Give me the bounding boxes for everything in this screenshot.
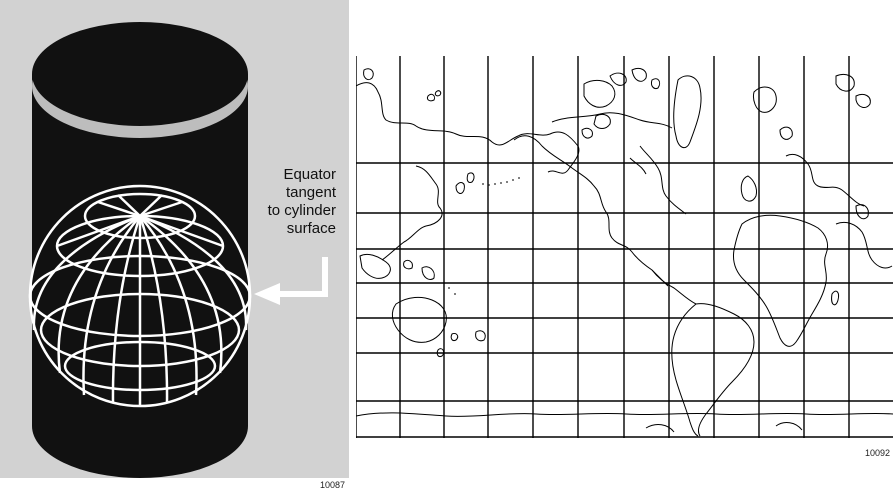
figure-id-left: 10087 bbox=[320, 480, 346, 490]
annotation-line: tangent bbox=[285, 184, 336, 201]
annotation-line: Equator bbox=[283, 166, 336, 183]
equator-annotation: Equator tangent to cylinder surface bbox=[246, 166, 336, 238]
map-coastlines bbox=[356, 67, 893, 437]
arrow-left-icon bbox=[254, 257, 328, 305]
map-grid bbox=[356, 56, 893, 438]
world-map-icon bbox=[356, 56, 893, 438]
annotation-line: to cylinder bbox=[267, 202, 336, 219]
globe-icon bbox=[28, 184, 252, 408]
annotation-line: surface bbox=[286, 220, 336, 237]
cylinder-illustration bbox=[28, 22, 328, 478]
figure-id-right: 10092 bbox=[865, 448, 891, 458]
